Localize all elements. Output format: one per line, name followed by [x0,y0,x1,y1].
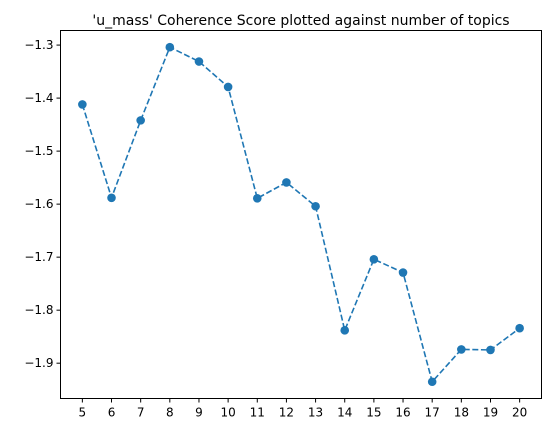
x-tick-label: 13 [308,406,323,420]
data-point [194,57,204,66]
y-tick-label: −1.6 [24,197,53,211]
data-point [515,323,524,333]
data-point [311,201,320,211]
data-point [136,116,145,125]
data-point [252,194,262,203]
data-point [165,42,175,52]
y-tick-label: −1.7 [24,250,53,264]
y-tick-label: −1.8 [24,303,53,317]
data-point [223,82,233,92]
y-tick-label: −1.9 [24,356,53,370]
x-tick-label: 7 [137,406,145,420]
data-point [486,345,495,355]
x-tick-label: 11 [250,406,265,420]
data-point [340,326,350,335]
x-tick-label: 6 [108,406,116,420]
y-tick-label: −1.5 [24,144,53,158]
chart-title: 'u_mass' Coherence Score plotted against… [92,13,509,29]
x-tick-label: 20 [512,406,527,420]
data-point [282,178,291,187]
data-point [427,377,437,387]
y-tick-label: −1.3 [24,38,53,52]
data-point [369,254,379,264]
x-tick-label: 17 [425,406,440,420]
x-tick-label: 14 [337,406,352,420]
x-tick-label: 15 [366,406,381,420]
y-axis: −1.3 −1.4 −1.5 −1.6 −1.7 −1.8 −1.9 [24,38,61,370]
x-tick-label: 18 [454,406,469,420]
plot-area [60,30,542,399]
x-tick-label: 16 [395,406,410,420]
series-group [78,42,524,387]
x-tick-label: 5 [79,406,87,420]
data-point [457,345,466,354]
y-tick-label: −1.4 [24,91,53,105]
x-tick-label: 19 [483,406,498,420]
x-tick-label: 10 [220,406,235,420]
data-point [107,193,116,203]
data-point [398,268,408,277]
x-tick-label: 8 [166,406,174,420]
x-axis: 5 6 7 8 9 10 11 12 13 14 15 16 17 18 19 20 [79,398,527,420]
series-line [81,46,521,384]
x-tick-label: 9 [195,406,203,420]
x-tick-label: 12 [279,406,294,420]
data-point [78,100,87,109]
